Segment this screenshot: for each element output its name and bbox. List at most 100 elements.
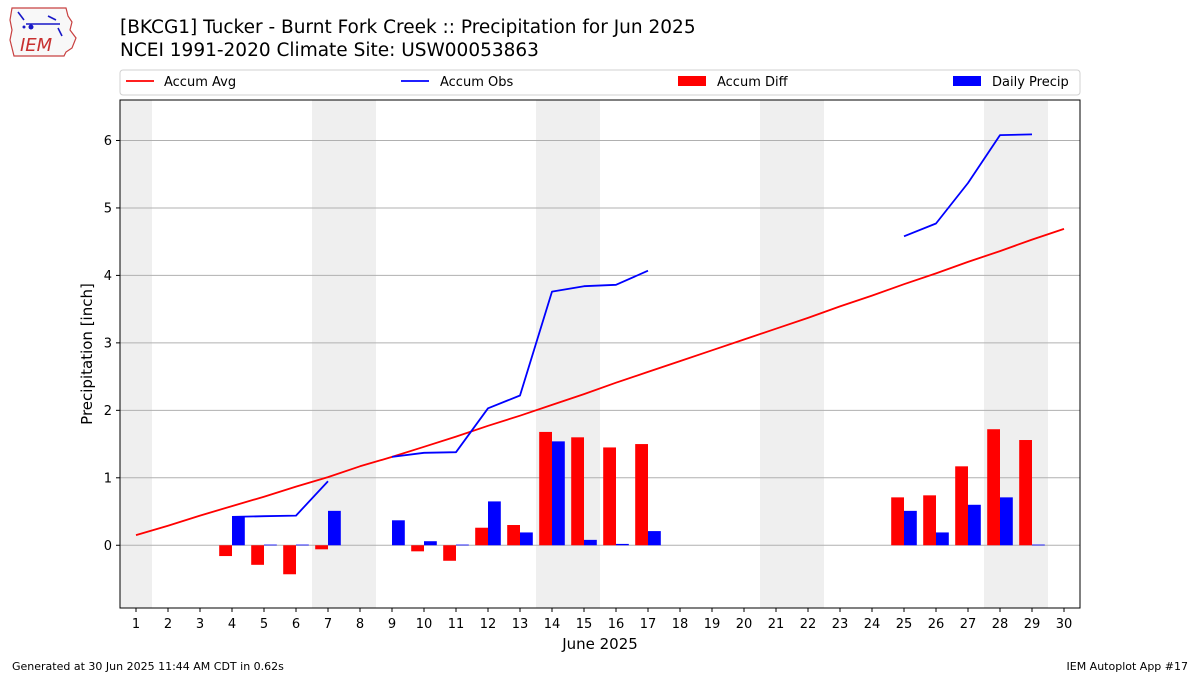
x-tick-label-20: 20 — [736, 617, 753, 632]
x-tick-label-29: 29 — [1024, 617, 1041, 632]
y-gridlines — [120, 139, 1080, 546]
x-tick-label-17: 17 — [640, 617, 657, 632]
accum-diff-bar-12 — [475, 527, 488, 546]
daily-precip-bar-16 — [616, 543, 629, 546]
x-tick-label-19: 19 — [704, 617, 721, 632]
x-tick-label-23: 23 — [832, 617, 849, 632]
daily-precip-bar-15 — [584, 539, 597, 546]
x-tick-label-8: 8 — [356, 617, 364, 632]
x-tick-label-30: 30 — [1056, 617, 1073, 632]
legend-daily-precip-swatch — [953, 76, 981, 86]
daily-precip-bar-9 — [392, 520, 405, 546]
chart-subtitle: NCEI 1991-2020 Climate Site: USW00053863 — [120, 40, 539, 61]
weekend-band-1 — [312, 100, 376, 608]
weekend-band-0 — [120, 100, 152, 608]
daily-precip-bar-7 — [328, 510, 341, 546]
x-tick-label-11: 11 — [448, 617, 465, 632]
legend-accum-obs-label: Accum Obs — [440, 75, 513, 90]
accum-diff-bar-7 — [315, 545, 328, 550]
x-tick-label-13: 13 — [512, 617, 529, 632]
daily-precip-bar-28 — [1000, 497, 1013, 546]
x-tick-label-25: 25 — [896, 617, 913, 632]
x-tick-label-10: 10 — [416, 617, 433, 632]
chart-title: [BKCG1] Tucker - Burnt Fork Creek :: Pre… — [120, 17, 696, 38]
chart-legend: Accum Avg Accum Obs Accum Diff Daily Pre… — [119, 69, 1081, 96]
daily-precip-bar-10 — [424, 541, 437, 546]
x-tick-label-9: 9 — [388, 617, 396, 632]
iem-logo-text: IEM — [20, 35, 53, 56]
x-tick-label-22: 22 — [800, 617, 817, 632]
daily-precip-bar-4 — [232, 516, 245, 546]
accum-diff-bar-14 — [539, 431, 552, 546]
x-axis-label: June 2025 — [561, 635, 638, 653]
x-axis-ticks: 1 2 3 4 5 6 7 8 9 10 11 12 13 14 15 16 17 18 19 20 21 22 23 24 2… — [132, 608, 1072, 632]
accum-diff-bar-15 — [571, 437, 584, 546]
plot-frame — [119, 99, 1081, 609]
x-tick-label-14: 14 — [544, 617, 561, 632]
accum-diff-bar-29 — [1019, 440, 1032, 546]
x-tick-label-6: 6 — [292, 617, 300, 632]
x-tick-label-28: 28 — [992, 617, 1009, 632]
accum-diff-bar-28 — [987, 429, 1000, 546]
accum-diff-bar-27 — [955, 466, 968, 546]
accum-obs-line-seg-1 — [391, 269, 649, 458]
accum-diff-bar-4 — [219, 545, 232, 557]
daily-precip-bar-13 — [520, 532, 533, 546]
x-tick-label-1: 1 — [132, 617, 140, 632]
daily-precip-bar-29 — [1032, 544, 1045, 546]
accum-obs-line-seg-0 — [231, 480, 329, 518]
legend-accum-diff-swatch — [678, 76, 706, 86]
accum-obs-line-seg-2 — [903, 133, 1033, 238]
x-tick-label-26: 26 — [928, 617, 945, 632]
accum-diff-bar-6 — [283, 545, 296, 575]
y-tick-label-5: 5 — [104, 201, 112, 216]
lines-layer — [135, 133, 1065, 536]
y-tick-label-2: 2 — [104, 404, 112, 419]
daily-precip-bar-12 — [488, 501, 501, 546]
daily-precip-bar-27 — [968, 504, 981, 546]
x-tick-label-16: 16 — [608, 617, 625, 632]
daily-precip-bar-25 — [904, 510, 917, 546]
legend-daily-precip-label: Daily Precip — [992, 75, 1069, 90]
x-tick-label-5: 5 — [260, 617, 268, 632]
accum-diff-bar-26 — [923, 495, 936, 546]
x-tick-label-18: 18 — [672, 617, 689, 632]
legend-accum-diff-label: Accum Diff — [717, 75, 789, 90]
x-tick-label-27: 27 — [960, 617, 977, 632]
accum-diff-bar-11 — [443, 545, 456, 561]
legend-accum-avg-label: Accum Avg — [164, 75, 236, 90]
bars-layer — [219, 429, 1045, 575]
accum-diff-bar-13 — [507, 525, 520, 546]
accum-diff-bar-25 — [891, 497, 904, 546]
y-tick-label-6: 6 — [104, 134, 112, 149]
y-tick-label-1: 1 — [104, 471, 112, 486]
x-tick-label-2: 2 — [164, 617, 172, 632]
accum-avg-line-seg-0 — [135, 228, 1065, 536]
daily-precip-bar-26 — [936, 532, 949, 546]
x-tick-label-7: 7 — [324, 617, 332, 632]
daily-precip-bar-11 — [456, 544, 469, 546]
x-tick-label-24: 24 — [864, 617, 881, 632]
accum-diff-bar-10 — [411, 545, 424, 552]
y-tick-label-0: 0 — [104, 539, 112, 554]
y-tick-label-3: 3 — [104, 336, 112, 351]
footer-generated: Generated at 30 Jun 2025 11:44 AM CDT in… — [12, 660, 284, 673]
accum-diff-bar-16 — [603, 447, 616, 546]
daily-precip-bar-6 — [296, 544, 309, 546]
x-tick-label-21: 21 — [768, 617, 785, 632]
daily-precip-bar-5 — [264, 544, 277, 546]
x-tick-label-15: 15 — [576, 617, 593, 632]
footer-app: IEM Autoplot App #17 — [1066, 660, 1189, 673]
daily-precip-bar-17 — [648, 531, 661, 546]
weekend-band-3 — [760, 100, 824, 608]
x-tick-label-4: 4 — [228, 617, 236, 632]
x-tick-label-3: 3 — [196, 617, 204, 632]
daily-precip-bar-14 — [552, 441, 565, 546]
y-tick-label-4: 4 — [104, 269, 112, 284]
iem-logo: IEM — [9, 7, 77, 57]
accum-diff-bar-5 — [251, 545, 264, 565]
y-axis-ticks: 0 1 2 3 4 5 6 — [104, 134, 120, 554]
x-tick-label-12: 12 — [480, 617, 497, 632]
y-axis-label: Precipitation [inch] — [78, 283, 96, 425]
